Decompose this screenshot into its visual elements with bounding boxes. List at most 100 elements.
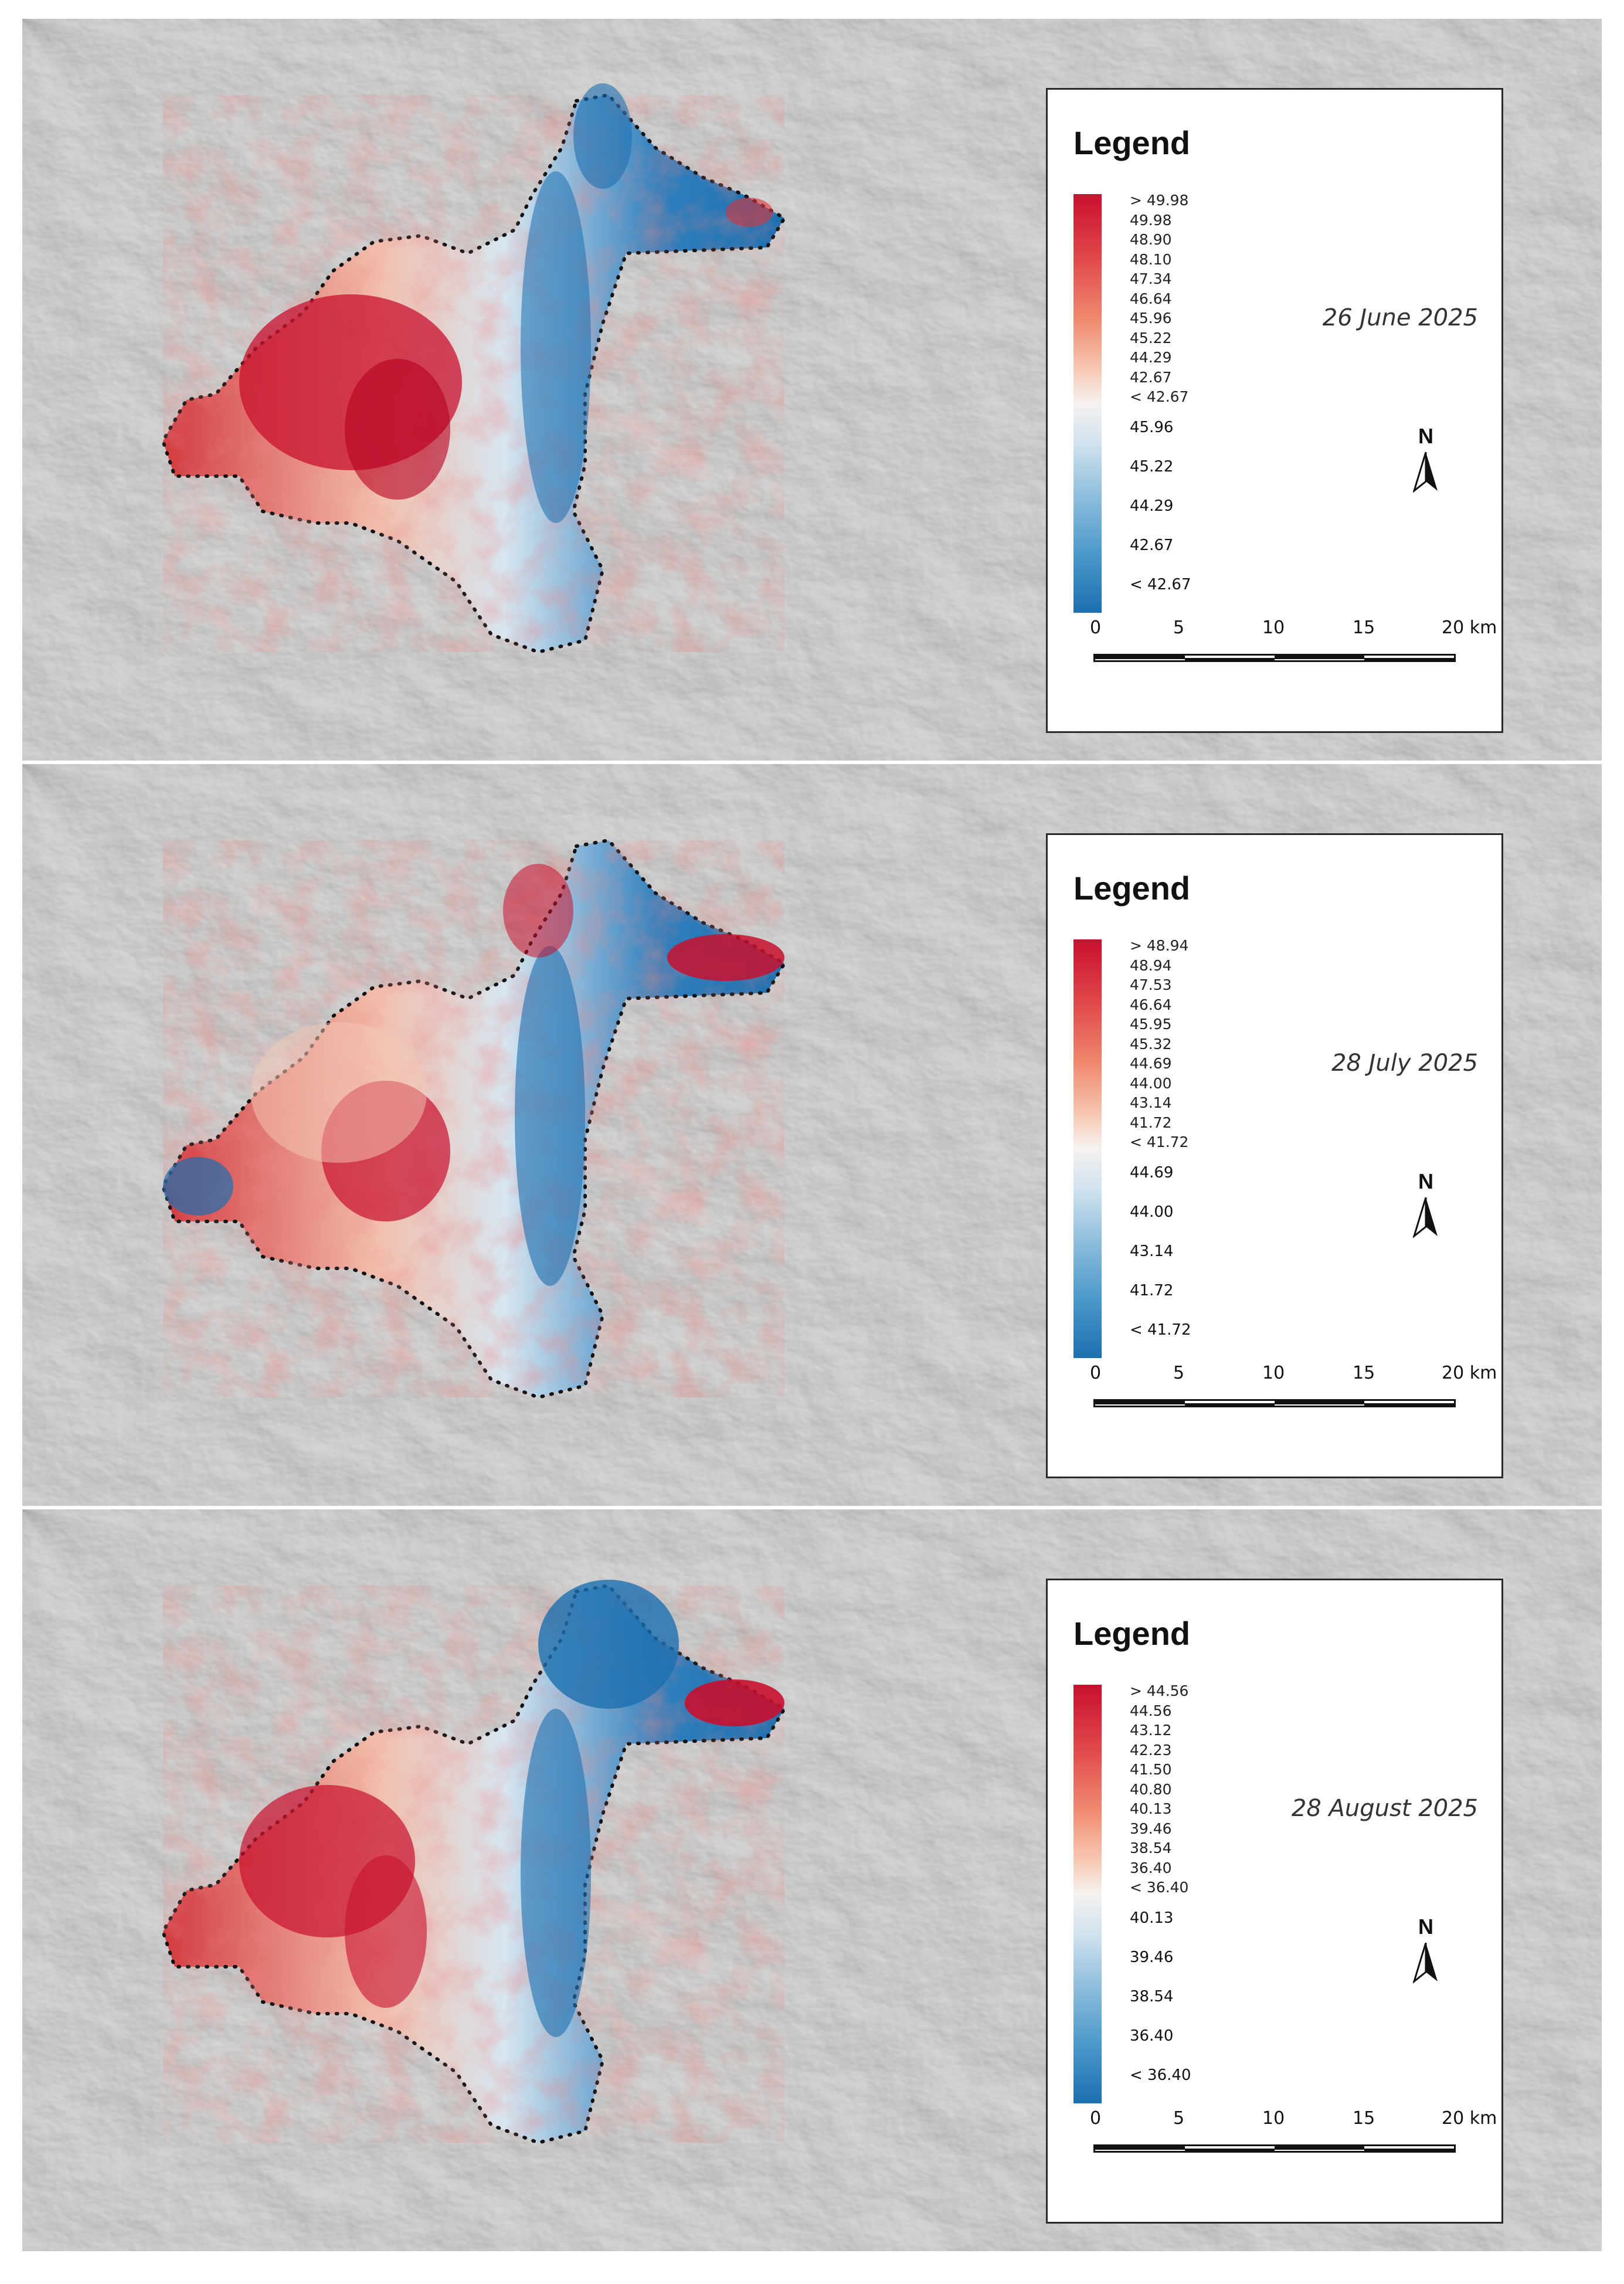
ramp-label: 49.98 <box>1130 211 1172 229</box>
map-panel-august: Legend > 44.56 44.56 43.12 42.23 41.50 4… <box>22 1509 1602 2251</box>
scale-bar: 0 5 10 15 20 km <box>1090 2108 1497 2173</box>
ramp-label: 44.29 <box>1130 349 1172 366</box>
ramp-label: 43.14 <box>1130 1094 1172 1111</box>
north-arrow-icon <box>1413 1943 1438 1984</box>
scale-tick: 0 <box>1090 617 1102 638</box>
ramp-label: > 44.56 <box>1130 1682 1189 1699</box>
map-panel-june: Legend > 49.98 49.98 48.90 48.10 47.34 4… <box>22 19 1602 761</box>
ramp-label: 47.53 <box>1130 976 1172 993</box>
study-area-lst <box>161 838 787 1400</box>
study-area-lst <box>161 1580 787 2145</box>
scale-tick: 15 <box>1353 2108 1375 2129</box>
point-label: < 36.40 <box>1130 2066 1191 2084</box>
ramp-label: 43.12 <box>1130 1722 1172 1739</box>
map-date: 26 June 2025 <box>1322 304 1478 331</box>
ramp-label: 46.64 <box>1130 996 1172 1013</box>
point-label: 38.54 <box>1130 1988 1174 2005</box>
ramp-label: 45.95 <box>1130 1016 1172 1033</box>
ramp-label: 44.69 <box>1130 1055 1172 1072</box>
ramp-label: 42.23 <box>1130 1741 1172 1759</box>
scale-tick: 15 <box>1353 1363 1375 1383</box>
point-label: 44.00 <box>1130 1203 1174 1221</box>
point-label: 39.46 <box>1130 1949 1174 1966</box>
scale-bar-graphic <box>1093 1399 1456 1407</box>
legend-panel: Legend > 48.94 48.94 47.53 46.64 45.95 4… <box>1046 833 1503 1478</box>
point-label: 36.40 <box>1130 2027 1174 2045</box>
ramp-label: 45.32 <box>1130 1035 1172 1053</box>
scale-tick: 5 <box>1173 1363 1185 1383</box>
legend-panel: Legend > 49.98 49.98 48.90 48.10 47.34 4… <box>1046 88 1503 733</box>
ramp-label: 48.94 <box>1130 956 1172 974</box>
ramp-label: < 36.40 <box>1130 1879 1189 1896</box>
scale-tick: 20 km <box>1442 1363 1497 1383</box>
color-ramp <box>1073 1685 1102 2103</box>
scale-bar: 0 5 10 15 20 km <box>1090 1363 1497 1427</box>
point-label: 45.22 <box>1130 458 1174 476</box>
legend-title: Legend <box>1073 1615 1191 1652</box>
ramp-label: 48.90 <box>1130 231 1172 248</box>
ramp-label: > 48.94 <box>1130 937 1189 954</box>
map-date: 28 July 2025 <box>1331 1050 1478 1077</box>
ramp-label: < 41.72 <box>1130 1133 1189 1151</box>
north-arrow-icon <box>1413 452 1438 493</box>
ramp-label: 44.00 <box>1130 1074 1172 1092</box>
point-labels: 40.13 39.46 38.54 36.40 < 36.40 <box>1130 1906 1191 2103</box>
ramp-label: 42.67 <box>1130 368 1172 386</box>
north-label: N <box>1418 424 1433 448</box>
scale-bar: 0 5 10 15 20 km <box>1090 617 1497 682</box>
scale-tick: 0 <box>1090 1363 1102 1383</box>
color-ramp <box>1073 194 1102 613</box>
north-label: N <box>1418 1169 1433 1193</box>
ramp-label: 44.56 <box>1130 1702 1172 1719</box>
ramp-labels: > 44.56 44.56 43.12 42.23 41.50 40.80 40… <box>1130 1681 1188 1898</box>
ramp-label: 39.46 <box>1130 1820 1172 1837</box>
ramp-label: 40.80 <box>1130 1780 1172 1798</box>
ramp-label: > 49.98 <box>1130 192 1189 209</box>
ramp-label: 36.40 <box>1130 1859 1172 1876</box>
scale-tick: 0 <box>1090 2108 1102 2129</box>
study-area-lst <box>161 83 787 654</box>
point-label: < 42.67 <box>1130 576 1191 593</box>
legend-title: Legend <box>1073 124 1191 161</box>
scale-tick: 20 km <box>1442 617 1497 638</box>
ramp-label: 41.50 <box>1130 1761 1172 1778</box>
legend-panel: Legend > 44.56 44.56 43.12 42.23 41.50 4… <box>1046 1579 1503 2224</box>
ramp-label: < 42.67 <box>1130 388 1189 405</box>
point-label: 41.72 <box>1130 1282 1174 1299</box>
north-arrow-icon <box>1413 1197 1438 1238</box>
scale-tick: 10 <box>1262 617 1285 638</box>
map-panel-july: Legend > 48.94 48.94 47.53 46.64 45.95 4… <box>22 764 1602 1506</box>
scale-tick: 10 <box>1262 2108 1285 2129</box>
point-label: < 41.72 <box>1130 1321 1191 1339</box>
north-arrow: N <box>1405 1915 1446 1991</box>
point-label: 43.14 <box>1130 1243 1174 1260</box>
scale-bar-graphic <box>1093 654 1456 662</box>
scale-tick: 5 <box>1173 617 1185 638</box>
ramp-label: 45.22 <box>1130 329 1172 347</box>
ramp-label: 47.34 <box>1130 270 1172 287</box>
ramp-label: 38.54 <box>1130 1840 1172 1857</box>
ramp-label: 46.64 <box>1130 290 1172 307</box>
ramp-label: 48.10 <box>1130 250 1172 268</box>
ramp-label: 45.96 <box>1130 310 1172 327</box>
scale-tick: 15 <box>1353 617 1375 638</box>
point-label: 44.29 <box>1130 497 1174 515</box>
north-arrow: N <box>1405 424 1446 500</box>
ramp-label: 40.13 <box>1130 1800 1172 1817</box>
scale-tick: 10 <box>1262 1363 1285 1383</box>
ramp-labels: > 48.94 48.94 47.53 46.64 45.95 45.32 44… <box>1130 936 1188 1152</box>
scale-tick: 5 <box>1173 2108 1185 2129</box>
scale-tick: 20 km <box>1442 2108 1497 2129</box>
point-label: 44.69 <box>1130 1164 1174 1182</box>
north-arrow: N <box>1405 1169 1446 1245</box>
color-ramp <box>1073 939 1102 1358</box>
ramp-label: 41.72 <box>1130 1114 1172 1131</box>
north-label: N <box>1418 1915 1433 1939</box>
ramp-labels: > 49.98 49.98 48.90 48.10 47.34 46.64 45… <box>1130 191 1188 407</box>
scale-bar-graphic <box>1093 2144 1456 2153</box>
legend-title: Legend <box>1073 870 1191 907</box>
point-labels: 45.96 45.22 44.29 42.67 < 42.67 <box>1130 416 1191 612</box>
point-labels: 44.69 44.00 43.14 41.72 < 41.72 <box>1130 1161 1191 1357</box>
point-label: 40.13 <box>1130 1909 1174 1927</box>
point-label: 45.96 <box>1130 419 1174 436</box>
